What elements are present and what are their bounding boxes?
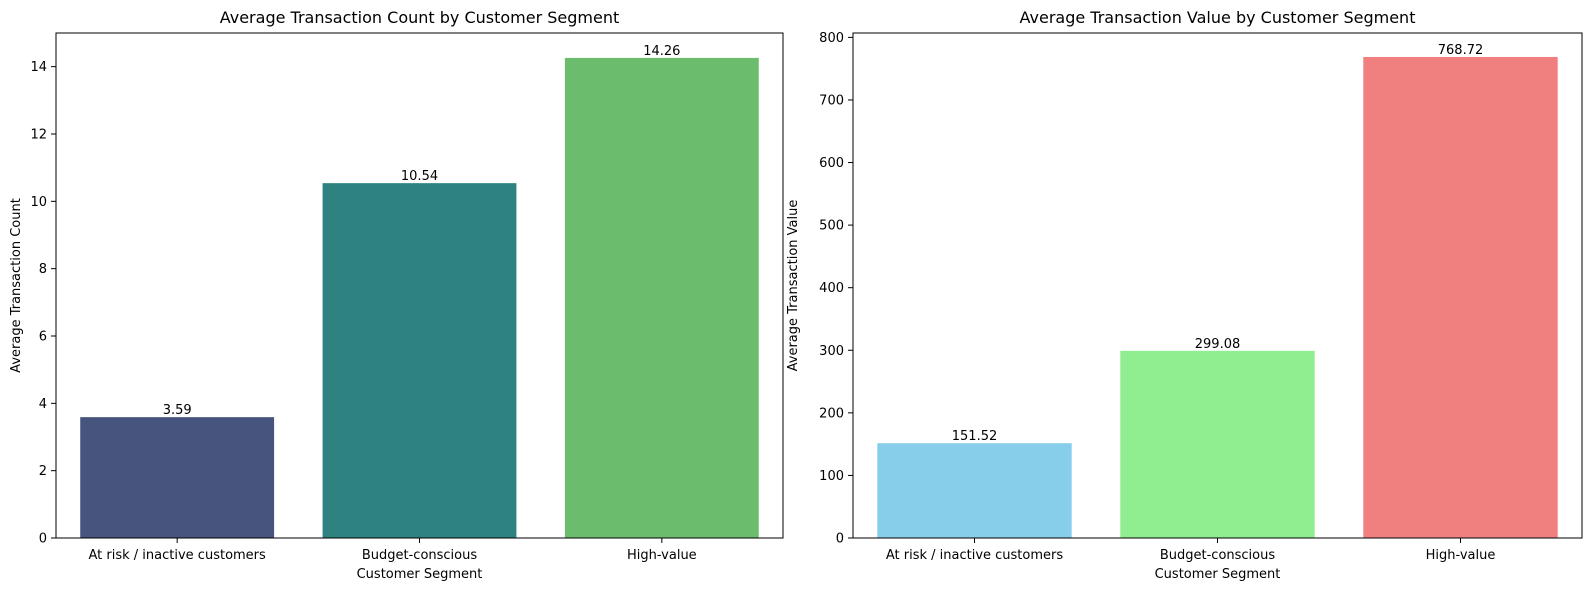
x-tick-label: At risk / inactive customers [886, 548, 1064, 563]
y-tick-label: 400 [819, 281, 844, 296]
chart-1: 3.59 At risk / inactive customers 10.54 Bud… [9, 8, 784, 582]
bar-value-label: 768.72 [1438, 43, 1484, 58]
bar-value-label: 151.52 [952, 429, 998, 444]
bar-1 [877, 443, 1072, 538]
y-tick-label: 2 [39, 464, 47, 479]
bar-3 [564, 57, 759, 539]
plot-frame [852, 32, 1583, 539]
y-tick-label: 4 [39, 397, 47, 412]
y-tick-label: 0 [836, 532, 844, 547]
y-tick-label: 0 [39, 532, 47, 547]
y-tick-label: 12 [30, 128, 47, 143]
y-tick-label: 14 [30, 60, 47, 75]
y-tick-label: 500 [819, 219, 844, 234]
y-tick-label: 8 [39, 262, 47, 277]
plot-frame [55, 32, 784, 539]
bar-1 [80, 417, 275, 538]
x-axis-label: Customer Segment [1155, 567, 1281, 582]
x-tick-label: Budget-conscious [362, 548, 478, 563]
bar-3 [1363, 56, 1558, 538]
y-tick-label: 300 [819, 344, 844, 359]
bar-2 [322, 183, 517, 539]
y-tick-label: 800 [819, 31, 844, 46]
x-tick-label: At risk / inactive customers [89, 548, 267, 563]
bar-value-label: 14.26 [643, 44, 680, 59]
bar-value-label: 299.08 [1195, 337, 1241, 352]
y-tick-label: 200 [819, 406, 844, 421]
chart-2: 151.52 At risk / inactive customers 299.08… [786, 8, 1583, 582]
y-tick-label: 600 [819, 156, 844, 171]
bar-value-label: 10.54 [401, 169, 438, 184]
x-tick-label: High-value [1426, 548, 1496, 563]
bar-2 [1120, 350, 1315, 538]
y-tick-label: 10 [30, 195, 47, 210]
y-tick-label: 6 [39, 330, 47, 345]
y-tick-label: 700 [819, 93, 844, 108]
y-axis-label: Average Transaction Count [9, 198, 24, 373]
x-tick-label: High-value [627, 548, 697, 563]
x-axis-label: Customer Segment [357, 567, 483, 582]
chart-title: Average Transaction Value by Customer Se… [1020, 8, 1416, 27]
bar-value-label: 3.59 [163, 403, 192, 418]
chart-title: Average Transaction Count by Customer Se… [220, 8, 620, 27]
y-tick-label: 100 [819, 469, 844, 484]
x-tick-label: Budget-conscious [1160, 548, 1276, 563]
y-axis-label: Average Transaction Value [786, 200, 801, 372]
